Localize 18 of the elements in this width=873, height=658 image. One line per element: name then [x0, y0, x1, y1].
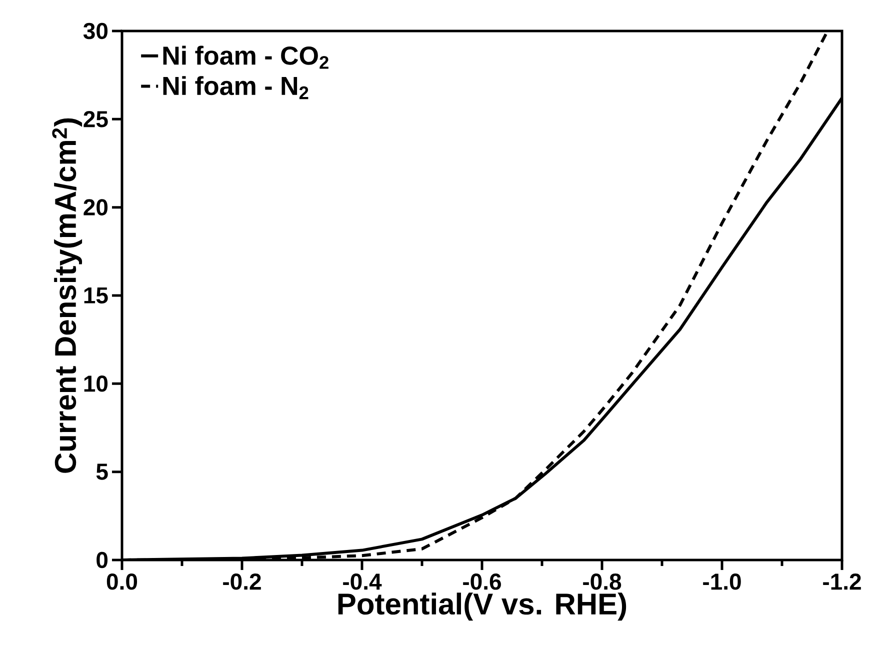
x-tick-label: -1.0	[703, 574, 741, 590]
x-tick-label: -0.6	[463, 574, 501, 590]
y-tick-label: 0	[96, 552, 108, 568]
y-tick-label: 30	[83, 22, 108, 40]
y-tick-label: 25	[84, 111, 108, 128]
x-tick-label: -0.8	[583, 574, 622, 590]
x-tick-label: -0.4	[343, 574, 382, 590]
y-tick-label: 10	[84, 376, 108, 392]
y-axis-title: Current Density(mA/cm$^{2}$)	[52, 118, 82, 473]
y-tick-label: 5	[96, 464, 108, 480]
y-tick-label: 20	[84, 199, 108, 216]
legend-label: Ni foam - CO$_{2}$	[163, 46, 328, 69]
x-tick-label: -0.2	[223, 574, 261, 590]
x-tick-label: -1.2	[823, 574, 861, 590]
y-tick-label: 15	[84, 287, 108, 304]
legend-label: Ni foam - N$_{2}$	[163, 76, 308, 100]
x-axis-title: Potential(V vs. RHE)	[338, 592, 626, 621]
x-tick-label: 0.0	[106, 574, 138, 590]
